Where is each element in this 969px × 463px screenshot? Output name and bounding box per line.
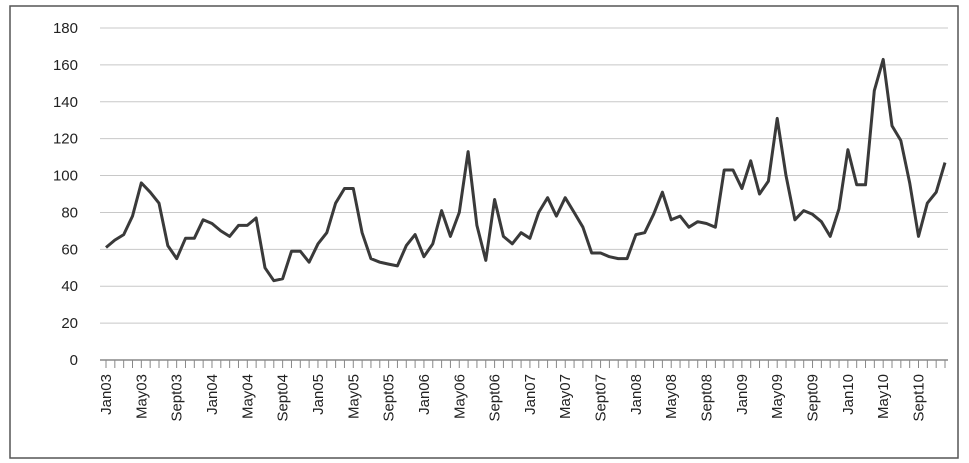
x-tick-label: May08 [663,374,680,419]
data-line [105,57,947,283]
y-tick-label: 100 [53,168,78,185]
y-tick-label: 0 [70,352,78,369]
y-tick-label: 140 [53,94,78,111]
x-tick-label: Sept10 [911,374,928,422]
y-tick-label: 120 [53,131,78,148]
x-tick-label: Sept05 [381,374,398,422]
x-tick-label: May05 [345,374,362,419]
x-tick-label: Jan06 [416,374,433,415]
x-tick-label: Jan09 [734,374,751,415]
chart-frame [9,5,959,459]
x-tick-label: Sept07 [593,374,610,422]
x-tick-label: Sept09 [805,374,822,422]
x-tick-label: Sept03 [169,374,186,422]
x-tick-label: Jan08 [628,374,645,415]
y-tick-label: 80 [61,204,78,221]
y-tick-label: 60 [61,241,78,258]
y-tick-label: 40 [61,278,78,295]
x-tick-label: May03 [133,374,150,419]
x-tick-label: May04 [239,374,256,419]
x-tick-label: May10 [875,374,892,419]
x-tick-label: Jan10 [840,374,857,415]
x-tick-label: Sept06 [487,374,504,422]
x-tick-label: Jan03 [98,374,115,415]
y-tick-label: 20 [61,315,78,332]
x-tick-label: May06 [451,374,468,419]
x-tick-label: May09 [769,374,786,419]
x-tick-label: Sept04 [275,374,292,422]
x-tick-label: Jan04 [204,374,221,415]
y-tick-label: 160 [53,57,78,74]
y-tick-label: 180 [53,20,78,37]
x-tick-label: Sept08 [699,374,716,422]
x-tick-label: Jan05 [310,374,327,415]
x-tick-label: May07 [557,374,574,419]
x-tick-label: Jan07 [522,374,539,415]
